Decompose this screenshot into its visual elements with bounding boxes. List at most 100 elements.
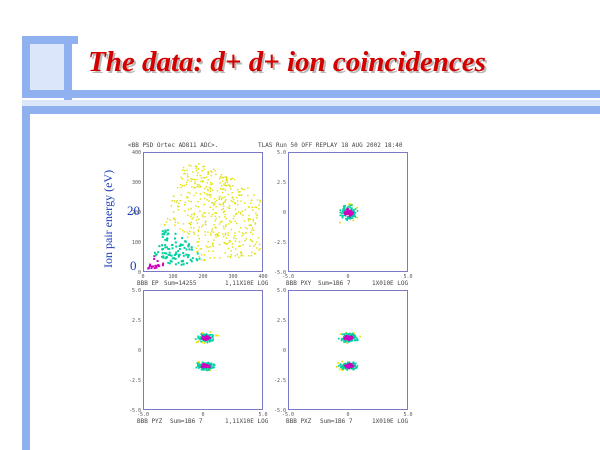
panel-bottom-right-x-tick: 5.0 (403, 412, 412, 418)
pxy-point (351, 217, 354, 219)
energy-point (197, 244, 199, 247)
energy-point (179, 200, 181, 202)
energy-point (207, 179, 209, 181)
panel-bottom-left-x-tick: -5.0 (137, 412, 149, 418)
energy-point (234, 255, 237, 257)
energy-point (204, 216, 206, 218)
pxz-point (339, 368, 341, 371)
energy-point (197, 230, 200, 233)
panel-top-right-y-tick: 2.5 (277, 180, 286, 186)
energy-point (228, 241, 230, 244)
pxy-point (344, 215, 347, 217)
energy-point (196, 252, 199, 255)
pxz-point (340, 366, 342, 369)
energy-point (205, 220, 207, 222)
pxz-point (351, 337, 354, 339)
energy-point (191, 214, 193, 216)
pxy-point (350, 217, 353, 219)
panel-top-right-x-tick: -5.0 (282, 274, 294, 280)
energy-point (252, 218, 254, 221)
energy-point (257, 237, 260, 239)
panel-bottom-left-y-tick: 2.5 (132, 318, 141, 324)
energy-point (196, 251, 198, 253)
energy-point (197, 172, 199, 174)
energy-point (210, 174, 212, 177)
energy-point (226, 181, 229, 184)
energy-point (241, 232, 244, 234)
energy-point (232, 198, 235, 201)
energy-point (147, 267, 150, 270)
energy-point (182, 229, 184, 232)
panel-bottom-left-y-tick: -5.0 (129, 408, 141, 414)
energy-point (199, 174, 201, 177)
pxz-point (344, 367, 347, 370)
energy-point (201, 181, 204, 183)
pxy-point (349, 204, 352, 207)
pxy-point (353, 209, 355, 211)
energy-point (191, 257, 194, 260)
panel-footer-bottom-left-label: BBB PYZ (137, 418, 163, 425)
pyz-point (202, 366, 205, 369)
energy-point (184, 240, 187, 243)
energy-point (188, 243, 190, 246)
energy-point (199, 193, 202, 195)
pxz-point (343, 341, 345, 343)
pyz-point (209, 366, 211, 369)
energy-point (239, 194, 241, 196)
pxz-point (356, 337, 359, 340)
panel-frame-bottom-right (288, 290, 408, 410)
energy-point (207, 188, 209, 190)
pxz-point (348, 365, 351, 368)
energy-point (194, 183, 196, 185)
energy-point (161, 233, 164, 236)
pxy-point (350, 209, 353, 211)
energy-point (190, 165, 192, 167)
energy-point (189, 192, 191, 194)
pxy-point (349, 210, 352, 212)
energy-point (255, 206, 258, 209)
energy-point (168, 248, 171, 250)
energy-point (176, 186, 179, 189)
energy-point (228, 223, 230, 225)
energy-point (186, 169, 188, 171)
energy-point (233, 237, 235, 239)
energy-point (177, 255, 180, 258)
energy-point (178, 253, 181, 256)
pyz-point (205, 333, 208, 335)
energy-point (190, 224, 192, 226)
energy-point (187, 208, 190, 211)
energy-point (178, 202, 180, 205)
pyz-point (201, 338, 204, 340)
energy-point (193, 231, 195, 233)
pxy-point (339, 221, 341, 224)
pxz-point (346, 361, 349, 364)
energy-point (236, 253, 238, 256)
energy-point (194, 181, 197, 183)
decor-bar-vertical-left (22, 106, 30, 450)
panel-top-left-x-tick: 0 (141, 274, 144, 280)
energy-point (214, 170, 216, 172)
pyz-point (199, 338, 201, 341)
energy-point (235, 248, 237, 250)
pyz-point (197, 365, 199, 368)
energy-point (202, 180, 204, 182)
energy-point (249, 245, 251, 247)
energy-point (188, 233, 190, 235)
energy-point (166, 218, 169, 220)
energy-point (166, 237, 169, 240)
pxz-point (345, 365, 347, 367)
energy-point (232, 185, 234, 187)
energy-point (211, 183, 213, 185)
energy-point (234, 235, 236, 237)
energy-point (163, 224, 166, 226)
energy-point (158, 265, 161, 268)
energy-point (215, 218, 217, 220)
pxy-point (342, 210, 345, 212)
pxz-point (356, 364, 359, 367)
energy-point (252, 240, 254, 243)
energy-point (256, 199, 259, 201)
energy-point (222, 196, 224, 199)
panel-footer-top-right-sum: Sum=1B6 7 (318, 280, 351, 287)
energy-point (199, 210, 201, 212)
